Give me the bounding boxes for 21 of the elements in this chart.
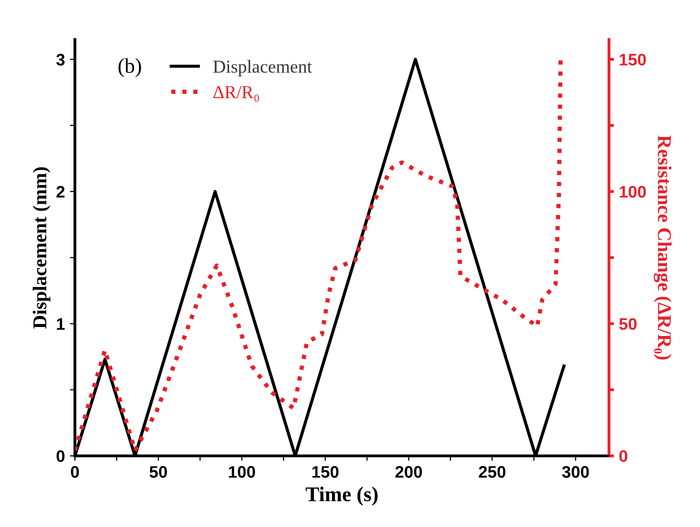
y2-tick-label: 0 [619, 450, 628, 462]
x-tick-label: 300 [562, 466, 589, 478]
y-tick-label: 2 [56, 186, 65, 198]
x-tick-label: 200 [395, 466, 422, 478]
y-tick-label: 3 [56, 54, 65, 66]
x-tick-label: 100 [228, 466, 256, 478]
x-tick-label: 50 [150, 466, 167, 478]
y2-tick-label: 100 [620, 186, 646, 198]
legend-label: ΔR/R₀ [213, 86, 259, 102]
y2-axis-title: Resistance Change (ΔR/R₀) [654, 135, 672, 360]
x-axis-title: Time (s) [306, 486, 378, 506]
x-tick-label: 250 [478, 466, 506, 478]
legend-label: Displacement [213, 60, 312, 76]
x-tick-label: 0 [70, 466, 79, 478]
y2-tick-label: 50 [619, 318, 637, 330]
y-tick-label: 0 [56, 450, 64, 462]
y-tick-label: 1 [56, 318, 65, 330]
y2-tick-label: 150 [620, 54, 646, 66]
x-tick-label: 150 [312, 466, 338, 478]
y-axis-title: Displacement (mm) [32, 167, 50, 329]
annotation: (b) [118, 58, 142, 78]
